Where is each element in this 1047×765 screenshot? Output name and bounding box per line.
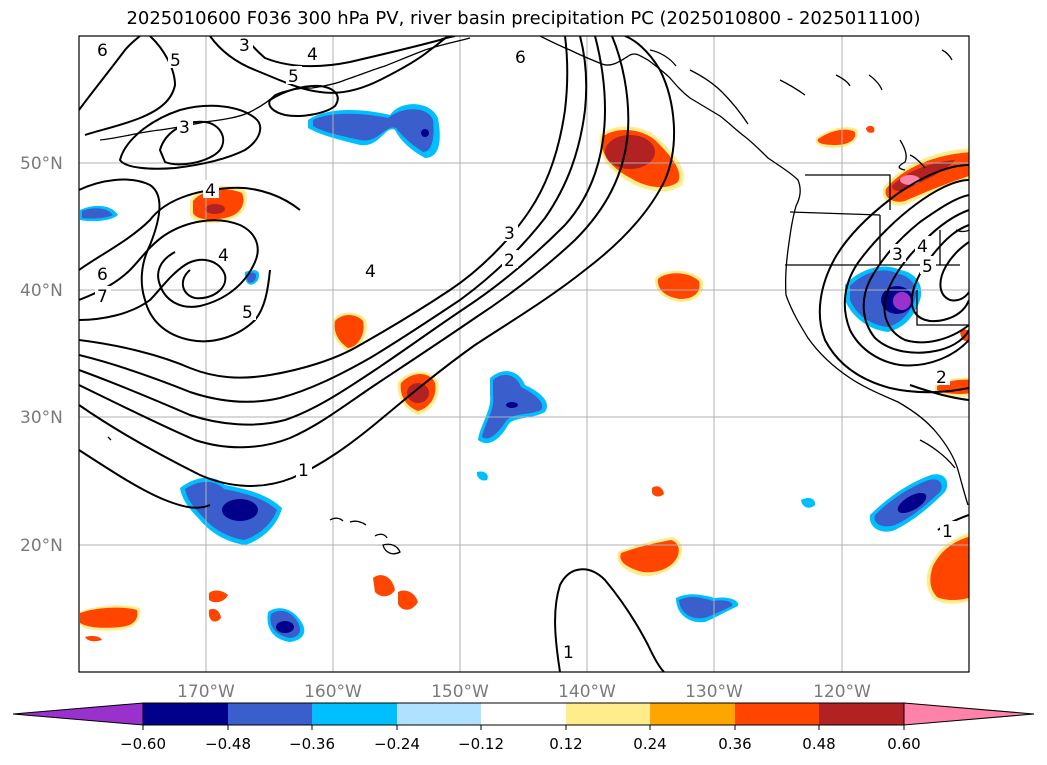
contour-label: 4 bbox=[218, 246, 229, 266]
lon-labels: 170°W 160°W 150°W 140°W 130°W 120°W bbox=[177, 682, 871, 702]
contour-label: 5 bbox=[288, 67, 299, 87]
colorbar-tick-label: 0.60 bbox=[887, 735, 920, 753]
contour-label: 4 bbox=[307, 45, 318, 65]
map-title: 2025010600 F036 300 hPa PV, river basin … bbox=[126, 8, 921, 29]
contour-label: 1 bbox=[563, 643, 574, 663]
contour-label: 3 bbox=[504, 224, 515, 244]
lon-label: 160°W bbox=[304, 682, 362, 702]
colorbar-swatch bbox=[397, 703, 481, 725]
colorbar-swatch bbox=[143, 703, 228, 725]
lat-label: 40°N bbox=[20, 281, 63, 301]
contour-labels: 6 3 4 5 6 5 3 4 4 6 7 5 4 3 bbox=[95, 36, 956, 663]
contour-label: 2 bbox=[936, 368, 947, 388]
contour-label: 5 bbox=[922, 257, 933, 277]
map-gridlines bbox=[79, 36, 969, 672]
colorbar-tick-label: −0.24 bbox=[374, 735, 420, 753]
colorbar: −0.60 −0.48 −0.36 −0.24 −0.12 0.12 0.24 … bbox=[12, 702, 1035, 753]
colorbar-low-extend bbox=[12, 702, 144, 726]
colorbar-tick-label: −0.12 bbox=[458, 735, 504, 753]
colorbar-high-extend bbox=[903, 702, 1035, 726]
colorbar-tick-label: 0.12 bbox=[549, 735, 582, 753]
colorbar-tick-label: −0.48 bbox=[205, 735, 251, 753]
colorbar-swatch bbox=[819, 703, 904, 725]
lon-label: 140°W bbox=[558, 682, 616, 702]
contour-label: 4 bbox=[365, 262, 376, 282]
contour-label: 1 bbox=[298, 461, 309, 481]
colorbar-swatch bbox=[650, 703, 735, 725]
lat-label: 30°N bbox=[20, 408, 63, 428]
contour-label: 2 bbox=[504, 251, 515, 271]
neg-anomaly-blob bbox=[801, 497, 816, 508]
lon-label: 170°W bbox=[177, 682, 235, 702]
contour-label: 1 bbox=[942, 522, 953, 542]
lat-label: 20°N bbox=[20, 536, 63, 556]
lon-label: 120°W bbox=[813, 682, 871, 702]
colorbar-tick-label: 0.24 bbox=[633, 735, 666, 753]
contour-label: 6 bbox=[97, 265, 108, 285]
contour-label: 4 bbox=[205, 181, 216, 201]
contour-label: 3 bbox=[239, 36, 250, 56]
lon-label: 130°W bbox=[685, 682, 743, 702]
map-plot-area: 6 3 4 5 6 5 3 4 4 6 7 5 4 3 bbox=[79, 36, 969, 672]
neg-anomaly-blob bbox=[476, 471, 488, 481]
contour-label: 3 bbox=[892, 245, 903, 265]
lat-label: 50°N bbox=[20, 154, 63, 174]
contour-label: 6 bbox=[97, 41, 108, 61]
contour-label: 7 bbox=[97, 287, 108, 307]
colorbar-tick-label: 0.48 bbox=[802, 735, 835, 753]
lat-labels: 50°N 40°N 30°N 20°N bbox=[20, 154, 63, 556]
colorbar-swatch bbox=[566, 703, 650, 725]
colorbar-tick-label: 0.36 bbox=[718, 735, 751, 753]
colorbar-swatch bbox=[312, 703, 397, 725]
colorbar-tick-label: −0.36 bbox=[289, 735, 335, 753]
contour-label: 5 bbox=[242, 303, 253, 323]
contour-label: 4 bbox=[917, 237, 928, 257]
contour-label: 5 bbox=[170, 51, 181, 71]
map-frame bbox=[78, 35, 970, 673]
colorbar-swatch bbox=[735, 703, 819, 725]
contour-label: 6 bbox=[515, 48, 526, 68]
colorbar-swatch bbox=[481, 703, 566, 725]
colorbar-tick-label: −0.60 bbox=[120, 735, 166, 753]
contour-label: 3 bbox=[179, 118, 190, 138]
lon-label: 150°W bbox=[431, 682, 489, 702]
colorbar-swatch bbox=[228, 703, 312, 725]
